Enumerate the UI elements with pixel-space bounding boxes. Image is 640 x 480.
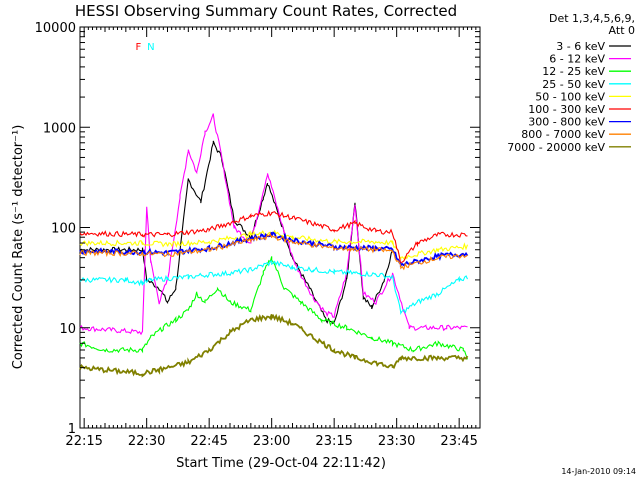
x-tick-label: 22:45 (190, 434, 227, 449)
series-line-1 (79, 140, 394, 325)
series-line-2 (79, 113, 468, 336)
x-tick-label: 23:15 (315, 434, 352, 449)
legend-label-4: 25 - 50 keV (542, 78, 605, 91)
annotation-f: F (135, 42, 141, 53)
legend-label-5: 50 - 100 keV (535, 90, 605, 103)
x-tick-label: 23:45 (440, 434, 477, 449)
series-line-4 (79, 260, 469, 315)
y-axis-label: Corrected Count Rate (s⁻¹ detector⁻¹) (11, 125, 26, 370)
y-tick-label: 1000 (43, 121, 76, 136)
y-axis: 1 10 100 1000 10000 (35, 21, 480, 437)
legend-label-2: 6 - 12 keV (549, 53, 605, 66)
legend-header-line2: Att 0 (609, 24, 635, 37)
x-axis-label: Start Time (29-Oct-04 22:11:42) (176, 456, 386, 471)
series-line-8 (79, 232, 468, 271)
series-line-6 (79, 210, 468, 265)
x-tick-label: 22:15 (65, 434, 102, 449)
legend-label-1: 3 - 6 keV (556, 40, 605, 53)
plot-frame (79, 26, 481, 429)
legend-label-8: 800 - 7000 keV (521, 128, 605, 141)
y-tick-label: 1 (68, 422, 76, 437)
annotation-n: N (147, 42, 154, 53)
legend-header-line1: Det 1,3,4,5,6,9, (549, 12, 635, 25)
y-tick-label: 100 (51, 222, 76, 237)
x-tick-label: 23:30 (378, 434, 415, 449)
y-tick-label: 10000 (35, 21, 76, 36)
x-tick-label: 22:30 (128, 434, 165, 449)
legend-label-6: 100 - 300 keV (528, 103, 605, 116)
chart-title: HESSI Observing Summary Count Rates, Cor… (75, 2, 457, 20)
series-line-3 (79, 256, 469, 360)
footer-date: 14-Jan-2010 09:14 (561, 467, 636, 476)
y-tick-label: 10 (59, 322, 76, 337)
x-axis: 22:15 22:30 22:45 23:00 23:15 23:30 23:45 (65, 27, 481, 449)
series-line-9 (79, 313, 469, 378)
legend-label-9: 7000 - 20000 keV (507, 141, 605, 154)
x-tick-label: 23:00 (253, 434, 290, 449)
legend-label-7: 300 - 800 keV (528, 116, 605, 129)
legend-label-3: 12 - 25 keV (542, 65, 605, 78)
